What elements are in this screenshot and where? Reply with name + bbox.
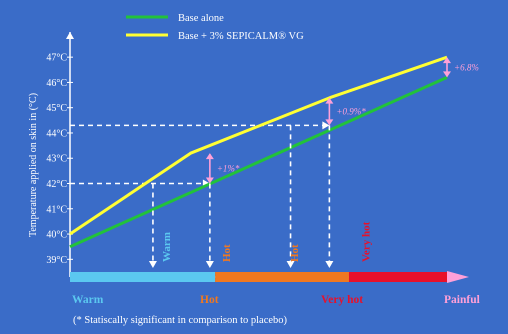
- marker-arrow-up-1: [205, 153, 214, 160]
- series-line-1: [69, 76, 448, 249]
- y-tick-label-43: 43°C: [46, 154, 67, 165]
- zone-label-2: Hot: [200, 294, 219, 306]
- marker-arrow-down-2: [325, 119, 334, 126]
- marker-label-1: +1%*: [217, 163, 240, 173]
- rotated-label-2: Hot: [221, 244, 233, 262]
- marker-arrow-down-3: [443, 71, 451, 78]
- vertical-drop-arrow-1: [148, 261, 157, 268]
- y-tick-label-39: 39°C: [46, 255, 67, 266]
- series-line-2: [69, 55, 448, 236]
- zone-arrow-tip: [447, 271, 469, 283]
- rotated-label-3: Hot: [289, 244, 301, 262]
- y-tick-label-46: 46°C: [46, 78, 67, 89]
- marker-arrow-down-1: [205, 177, 214, 184]
- zone-bar-3: [348, 272, 447, 282]
- vertical-drops: [148, 125, 334, 268]
- vertical-drop-arrow-4: [325, 261, 334, 268]
- y-tick-label-45: 45°C: [46, 103, 67, 114]
- y-tick-label-44: 44°C: [46, 128, 67, 139]
- rotated-label-4: Very hot: [361, 221, 373, 262]
- reference-arrow-2: [322, 121, 330, 130]
- y-tick-label-42: 42°C: [46, 179, 67, 190]
- y-tick-label-41: 41°C: [46, 204, 67, 215]
- zone-bar-1: [70, 272, 216, 282]
- vertical-drop-arrow-2: [205, 261, 214, 268]
- marker-label-3: +6.8%: [454, 62, 479, 72]
- y-tick-label-40: 40°C: [46, 230, 67, 241]
- rotated-label-1: Warm: [161, 232, 173, 262]
- series-group: [69, 55, 448, 249]
- marker-arrow-up-2: [325, 97, 334, 104]
- y-tick-label-47: 47°C: [46, 53, 67, 64]
- vertical-drop-arrow-3: [286, 261, 295, 268]
- footnote: (* Statiscally significant in comparison…: [73, 315, 288, 326]
- legend: Base alone Base + 3% SEPICALM® VG: [126, 13, 304, 42]
- marker-label-2: +0.9%*: [336, 106, 366, 116]
- significance-markers: +1%* +0.9%* +6.8%: [205, 57, 479, 184]
- legend-label-1: Base alone: [178, 13, 224, 24]
- zone-label-4: Painful: [444, 294, 480, 306]
- legend-label-2: Base + 3% SEPICALM® VG: [178, 31, 304, 42]
- temperature-zones: Warm Hot Very hot Painful: [70, 271, 480, 306]
- marker-arrow-up-3: [443, 57, 451, 64]
- zone-label-3: Very hot: [321, 294, 363, 306]
- rotated-labels: Warm Hot Hot Very hot: [161, 221, 373, 262]
- y-axis-title: Temperature applied on skin in (°C): [28, 93, 39, 237]
- y-axis-arrowhead: [66, 32, 74, 39]
- zone-label-1: Warm: [72, 294, 104, 306]
- zone-bar-2: [215, 272, 349, 282]
